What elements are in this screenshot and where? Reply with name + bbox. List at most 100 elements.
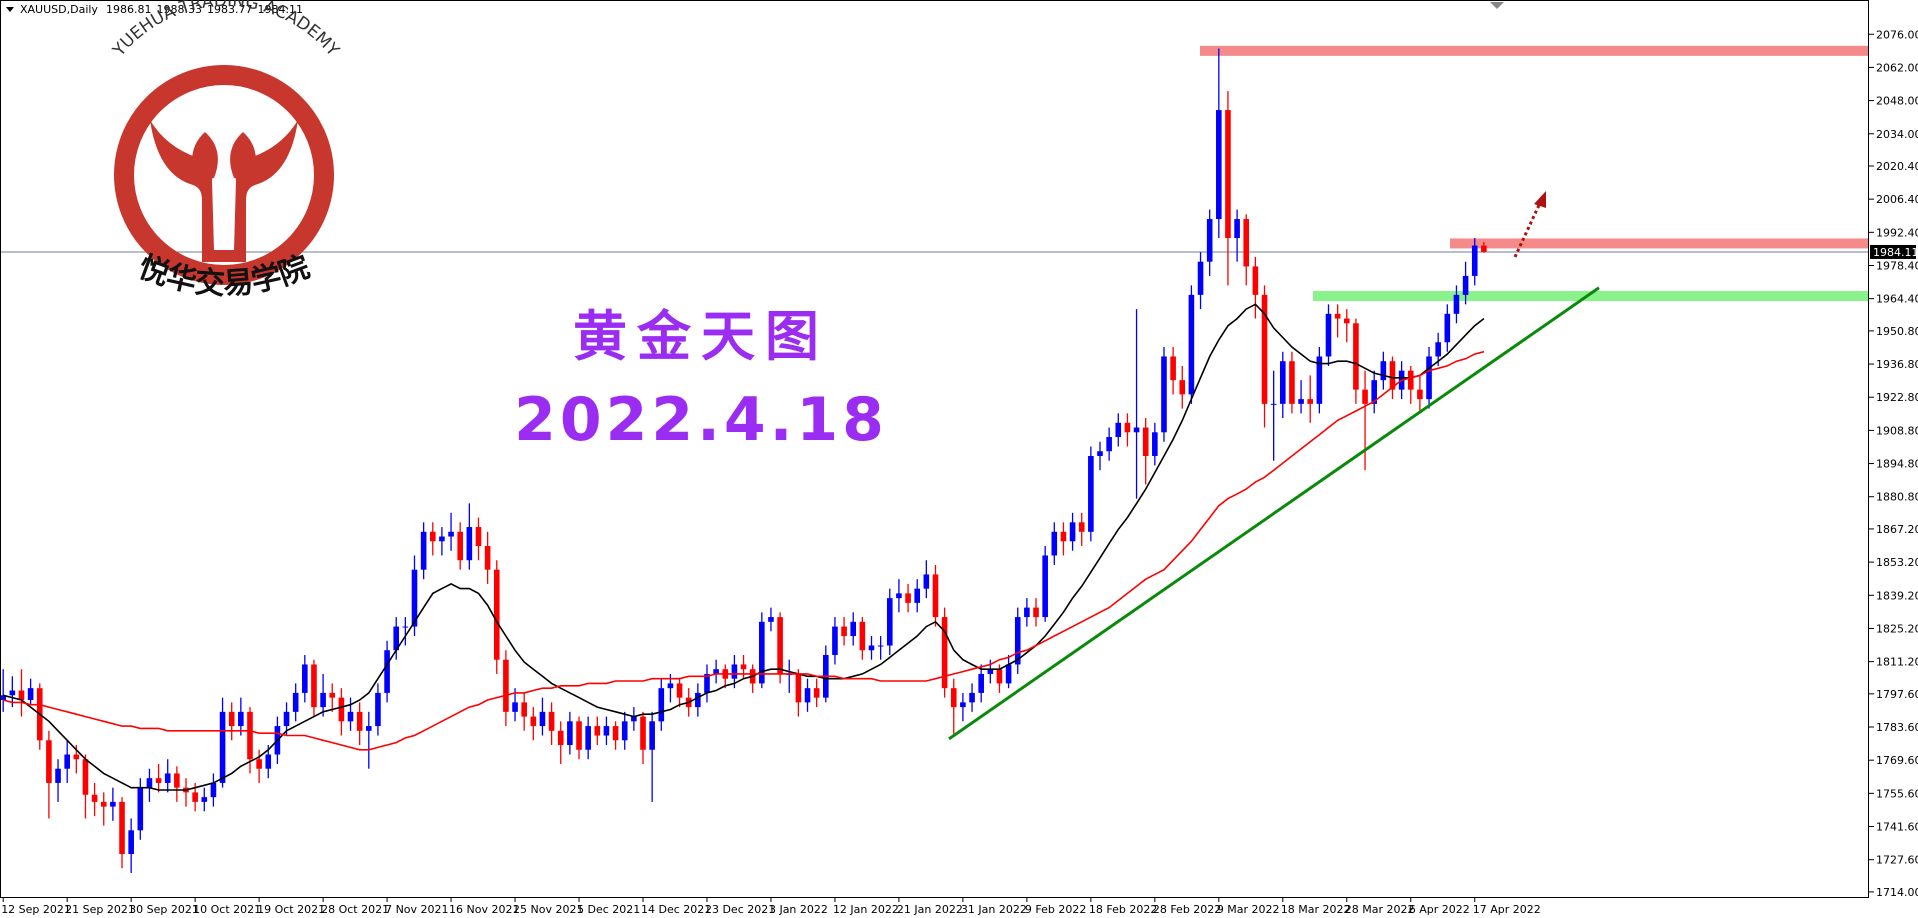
candle-body <box>91 794 98 802</box>
y-tick-label: 1797.60 <box>1876 688 1918 701</box>
price-label-box <box>1870 244 1916 259</box>
x-tick-label: 3 Jan 2022 <box>769 903 828 916</box>
x-tick-label: 7 Nov 2021 <box>385 903 448 916</box>
y-tick-label: 1964.40 <box>1876 293 1918 306</box>
open: 1986.81 <box>106 3 152 16</box>
candle-body <box>1435 342 1441 357</box>
candle-body <box>1371 380 1377 404</box>
candle-body <box>1462 275 1469 295</box>
moving-average <box>2 350 1485 751</box>
candle-body <box>813 688 820 698</box>
y-tick-label: 1741.60 <box>1876 821 1918 834</box>
x-tick-label: 10 Oct 2021 <box>193 903 261 916</box>
candle-body <box>311 664 317 708</box>
y-tick-label: 1727.60 <box>1876 854 1918 867</box>
arrow-shaft <box>1513 202 1542 258</box>
x-tick-label: 28 Oct 2021 <box>321 903 389 916</box>
candle-body <box>1343 318 1350 324</box>
candle-body <box>1426 356 1432 400</box>
candle-body <box>475 527 482 547</box>
candle-body <box>228 711 235 727</box>
candle-body <box>1417 389 1423 400</box>
candle-body <box>393 626 400 651</box>
candle-body <box>27 688 34 701</box>
candle-body <box>1453 294 1460 314</box>
candle-body <box>539 711 546 727</box>
candle-body <box>987 669 994 674</box>
candle-body <box>521 702 527 717</box>
low: 1983.77 <box>207 3 253 16</box>
candle-body <box>859 621 866 651</box>
candle-body <box>704 673 710 693</box>
candle-body <box>411 569 418 627</box>
candle-body <box>1325 313 1332 357</box>
candle-body <box>402 626 409 628</box>
candle-body <box>174 773 180 788</box>
candle-body <box>356 711 363 731</box>
candle-body <box>649 721 655 750</box>
candle-body <box>640 716 646 750</box>
candle-body <box>283 711 290 727</box>
shift-marker <box>1490 2 1504 9</box>
candle-body <box>192 792 198 802</box>
candle-body <box>969 692 975 703</box>
high: 1988.33 <box>156 3 202 16</box>
y-tick-label: 1908.80 <box>1876 424 1918 437</box>
y-tick-label: 1922.80 <box>1876 391 1918 404</box>
candle-body <box>1289 361 1295 404</box>
moving-average <box>3 303 1485 791</box>
candle-body <box>110 801 116 807</box>
candle-body <box>914 588 920 603</box>
candle-body <box>795 673 802 703</box>
candle-body <box>55 768 61 783</box>
candle-body <box>1234 219 1240 239</box>
candle-body <box>384 650 390 693</box>
candle-body <box>841 626 847 637</box>
candle-body <box>439 536 445 542</box>
candle-body <box>1270 403 1277 405</box>
candle-body <box>1014 617 1021 665</box>
candle-body <box>1024 607 1030 618</box>
x-tick-label: 5 Dec 2021 <box>577 903 640 916</box>
candle-body <box>9 690 16 696</box>
candle-body <box>493 569 500 660</box>
candle-body <box>1481 245 1487 252</box>
candle-body <box>238 711 244 727</box>
candle-body <box>320 692 326 708</box>
y-tick-label: 2076.00 <box>1876 28 1918 41</box>
arrow-head <box>1534 191 1546 208</box>
candle-body <box>18 690 25 701</box>
level-zone <box>1450 238 1869 249</box>
candle-body <box>1261 294 1268 404</box>
candle-body <box>713 669 719 674</box>
candle-body <box>512 702 518 712</box>
x-tick-label: 18 Feb 2022 <box>1089 903 1157 916</box>
candle-body <box>1216 110 1222 220</box>
candle-body <box>731 664 738 679</box>
x-tick-label: 9 Mar 2022 <box>1217 903 1280 916</box>
candle-body <box>868 645 875 651</box>
candle-body <box>923 574 930 589</box>
candle-body <box>612 726 619 741</box>
candle-body <box>375 692 381 727</box>
candle-body <box>210 782 217 798</box>
y-tick-label: 2006.40 <box>1876 193 1918 206</box>
candle-body <box>265 754 272 769</box>
candle-body <box>1033 607 1039 618</box>
candle-body <box>219 711 226 783</box>
candle-body <box>73 754 80 760</box>
candle-body <box>1197 261 1204 295</box>
candle-body <box>0 695 6 701</box>
candle-body <box>1133 427 1140 433</box>
candle-body <box>338 697 345 722</box>
x-tick-label: 31 Jan 2022 <box>961 903 1027 916</box>
y-tick-label: 1894.80 <box>1876 458 1918 471</box>
candle-body <box>1051 531 1058 556</box>
y-tick-label: 1755.60 <box>1876 787 1918 800</box>
candle-body <box>896 593 902 599</box>
candle-body <box>155 778 162 783</box>
candle-body <box>676 683 683 698</box>
candle-body <box>1115 422 1122 438</box>
candle-body <box>366 726 372 731</box>
candle-body <box>201 797 208 802</box>
